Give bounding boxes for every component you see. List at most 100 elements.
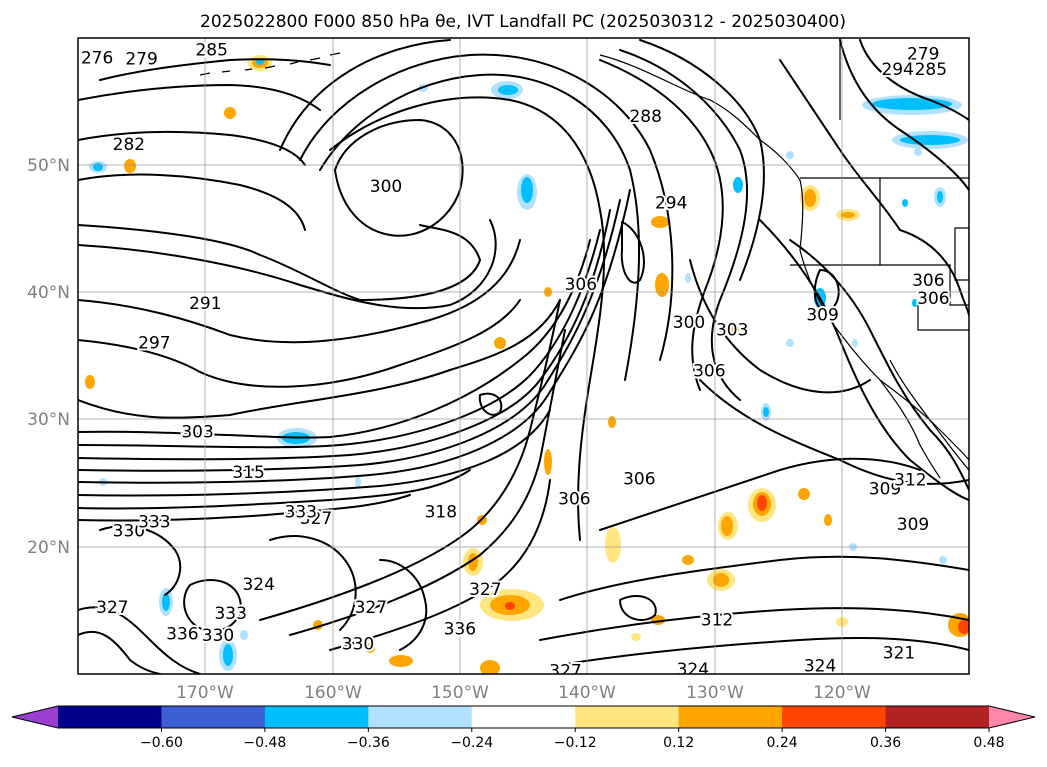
ivt-positive-patch xyxy=(544,449,552,475)
lon-tick-label: 150°W xyxy=(431,683,489,703)
contour-line xyxy=(78,494,411,522)
contour-label: 303 xyxy=(716,321,748,341)
ivt-negative-patch xyxy=(223,644,233,666)
ivt-negative-patch xyxy=(256,59,264,65)
colorbar-extend-high xyxy=(989,706,1035,728)
contour-line xyxy=(78,299,521,388)
contour-line xyxy=(813,269,840,312)
ivt-negative-patch xyxy=(240,630,248,640)
contour-label: 306 xyxy=(565,275,597,295)
contour-line xyxy=(899,229,969,316)
contour-label: 327 xyxy=(300,509,332,529)
theta-e-contours xyxy=(78,39,969,674)
colorbar-tick-label: 0.24 xyxy=(767,735,798,751)
gridlines xyxy=(78,38,969,674)
lat-tick-label: 30°N xyxy=(27,410,70,430)
contour-label: 327 xyxy=(96,598,128,618)
contour-line xyxy=(539,607,969,641)
lon-tick-label: 120°W xyxy=(813,683,871,703)
contour-label: 336 xyxy=(444,620,476,640)
ivt-positive-patch xyxy=(224,107,236,119)
contour-line xyxy=(78,224,481,301)
contour-line xyxy=(78,189,631,484)
contour-label: 300 xyxy=(370,177,402,197)
ivt-shading xyxy=(85,55,969,674)
contour-label: 324 xyxy=(804,656,836,676)
colorbar-extend-low xyxy=(12,706,58,728)
ivt-positive-patch xyxy=(798,488,810,500)
ivt-positive-patch xyxy=(757,495,767,511)
contour-label: 294 xyxy=(881,60,913,80)
colorbar-tick-label: 0.12 xyxy=(663,735,694,751)
contour-line xyxy=(78,606,201,674)
ivt-negative-patch xyxy=(912,299,918,307)
contour-line xyxy=(559,637,969,666)
contour-label: 327 xyxy=(355,598,387,618)
ivt-positive-patch xyxy=(730,325,740,335)
contour-label: 294 xyxy=(655,193,687,213)
contour-label: 276 xyxy=(81,48,113,68)
state-border xyxy=(954,227,969,281)
lat-tick-label: 20°N xyxy=(27,538,70,558)
ivt-positive-patch xyxy=(721,516,733,536)
ivt-negative-patch xyxy=(93,163,103,171)
contour-line xyxy=(289,329,566,636)
ivt-negative-patch xyxy=(937,191,943,203)
ivt-positive-patch xyxy=(494,337,506,349)
contour-line xyxy=(99,525,182,596)
state-border xyxy=(917,305,969,331)
contour-label: 300 xyxy=(673,313,705,333)
ivt-negative-patch xyxy=(852,339,858,347)
ivt-negative-patch xyxy=(939,556,947,564)
lon-tick-label: 130°W xyxy=(686,683,744,703)
ivt-positive-patch xyxy=(713,573,729,587)
lat-axis: 50°N 40°N 30°N 20°N xyxy=(27,156,70,558)
contour-label: 330 xyxy=(342,635,374,655)
lat-tick-label: 40°N xyxy=(27,283,70,303)
colorbar-tick-label: 0.48 xyxy=(973,735,1004,751)
contour-label: 336 xyxy=(166,625,198,645)
contour-label: 333 xyxy=(138,513,170,533)
ivt-positive-patch xyxy=(480,660,500,674)
ivt-positive-patch xyxy=(631,633,641,641)
ivt-negative-patch xyxy=(521,177,533,203)
contour-line xyxy=(78,239,521,344)
contour-line xyxy=(78,239,591,439)
colorbar-segment xyxy=(885,706,990,728)
contour-line xyxy=(279,39,451,151)
contour-line xyxy=(183,579,242,632)
ivt-positive-patch xyxy=(958,620,969,634)
map-background xyxy=(78,38,969,674)
state-border xyxy=(879,178,969,306)
baja-california xyxy=(879,379,941,479)
contour-line xyxy=(259,299,561,621)
ivt-negative-patch xyxy=(900,135,960,145)
ivt-positive-patch xyxy=(804,189,816,207)
ivt-positive-patch xyxy=(85,375,95,389)
colorbar-segment xyxy=(368,706,473,728)
ivt-positive-patch xyxy=(841,212,855,218)
contour-line xyxy=(78,219,497,310)
contour-label: 279 xyxy=(907,45,939,65)
ivt-positive-patch xyxy=(124,159,136,173)
contour-label: 285 xyxy=(195,41,227,61)
ivt-negative-patch xyxy=(498,85,518,95)
contour-line xyxy=(619,595,657,621)
ivt-positive-patch xyxy=(365,643,375,653)
contour-line xyxy=(839,39,969,191)
map-frame xyxy=(77,37,970,675)
colorbar-tick-label: −0.24 xyxy=(450,735,493,751)
ivt-negative-patch xyxy=(902,199,908,207)
ivt-negative-patch xyxy=(162,593,170,611)
colorbar-segment xyxy=(575,706,680,728)
contour-label: 288 xyxy=(629,107,661,127)
contour-line xyxy=(78,84,321,111)
lon-tick-label: 140°W xyxy=(558,683,616,703)
contour-label: 327 xyxy=(469,580,501,600)
contour-label: 285 xyxy=(915,60,947,80)
contour-label: 321 xyxy=(883,644,915,664)
contour-line xyxy=(78,229,601,449)
